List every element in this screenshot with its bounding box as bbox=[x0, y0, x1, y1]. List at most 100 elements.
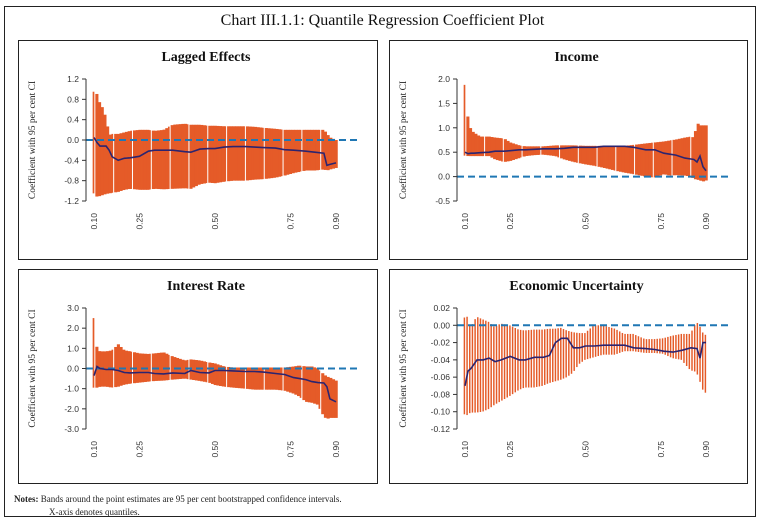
ci-band-bar bbox=[116, 344, 120, 387]
y-tick-label: 2.0 bbox=[67, 323, 79, 333]
ci-band-bar bbox=[490, 324, 492, 408]
ci-band-bar bbox=[487, 136, 491, 157]
ci-band-bar bbox=[210, 125, 215, 183]
ci-band-bar bbox=[278, 129, 282, 177]
ci-band-bar bbox=[533, 329, 535, 388]
ci-band-bar bbox=[602, 145, 606, 168]
ci-band-bar bbox=[704, 334, 707, 393]
chart-svg: Lagged Effects Coefficient with 95 per ce… bbox=[27, 50, 361, 230]
ci-band-bar bbox=[176, 124, 180, 189]
ci-band-bar bbox=[278, 367, 282, 391]
ci-band-bar bbox=[103, 114, 107, 195]
chart-title: Chart III.1.1: Quantile Regression Coeff… bbox=[220, 12, 545, 29]
y-tick-label: -0.10 bbox=[431, 407, 451, 417]
ci-band-bar bbox=[138, 129, 142, 190]
y-tick-label: -2.0 bbox=[64, 404, 79, 414]
ci-band-bar bbox=[485, 320, 487, 411]
ci-band-bar bbox=[573, 332, 575, 371]
ci-band-bar bbox=[313, 367, 317, 404]
ci-band-bar bbox=[205, 125, 208, 184]
ci-band-bar bbox=[495, 325, 498, 404]
ci-band-bar bbox=[237, 126, 241, 181]
ci-band-bar bbox=[573, 145, 577, 163]
ci-band-bar bbox=[189, 359, 193, 380]
ci-band-bar bbox=[656, 142, 660, 177]
y-tick-label: 0.02 bbox=[433, 303, 450, 313]
ci-band-bar bbox=[256, 127, 260, 180]
y-tick-label: 2.0 bbox=[438, 74, 450, 84]
ci-band-bar bbox=[519, 145, 522, 158]
ci-band-bar bbox=[560, 145, 564, 159]
ci-band-bar bbox=[632, 333, 634, 352]
ci-band-bar bbox=[130, 130, 132, 189]
ci-band-bar bbox=[270, 367, 274, 390]
y-tick-label: 1.5 bbox=[438, 98, 450, 108]
ci-band-bar bbox=[691, 330, 693, 371]
ci-band-bar bbox=[170, 356, 174, 380]
ci-band-bar bbox=[224, 126, 227, 182]
ci-band-bar bbox=[243, 367, 245, 389]
ci-band-bar bbox=[321, 129, 325, 170]
ci-band-bar bbox=[501, 138, 503, 162]
ci-band-bar bbox=[256, 367, 260, 390]
y-tick-label: 0.00 bbox=[433, 320, 450, 330]
y-tick-label: -0.12 bbox=[431, 424, 451, 434]
ci-band-bar bbox=[656, 338, 658, 354]
ci-band-bar bbox=[597, 145, 601, 167]
ci-band-bar bbox=[98, 102, 102, 197]
ci-band-bar bbox=[469, 128, 473, 157]
panel-title: Interest Rate bbox=[167, 279, 245, 294]
ci-band-bar bbox=[248, 126, 252, 181]
ci-band-bar bbox=[280, 129, 283, 177]
ci-band-bar bbox=[291, 366, 295, 394]
y-axis-label: Coefficient with 95 per cent CI bbox=[27, 81, 38, 199]
ci-band-bar bbox=[286, 367, 290, 392]
y-tick-label: 1.2 bbox=[67, 74, 79, 84]
point-estimate-line bbox=[464, 145, 707, 172]
ci-band-bar bbox=[546, 145, 550, 156]
ci-band-bar bbox=[229, 367, 233, 388]
x-tick-label: 0.75 bbox=[656, 441, 666, 458]
ci-band-bar bbox=[629, 145, 633, 174]
ci-band-bar bbox=[594, 325, 597, 357]
y-tick-label: -0.08 bbox=[431, 389, 451, 399]
ci-band-bar bbox=[181, 123, 185, 189]
ci-band-bar bbox=[659, 338, 661, 354]
y-tick-label: 3.0 bbox=[67, 303, 79, 313]
ci-band-bar bbox=[272, 367, 276, 390]
x-tick-label: 0.50 bbox=[581, 441, 591, 458]
ci-band-bar bbox=[299, 365, 302, 398]
ci-band-bar bbox=[493, 326, 495, 406]
ci-band-bar bbox=[141, 129, 145, 190]
ci-band-bar bbox=[640, 337, 642, 353]
ci-band-bar bbox=[533, 146, 537, 156]
ci-band-bar bbox=[624, 145, 628, 173]
ci-band-bar bbox=[192, 359, 196, 381]
ci-band-bar bbox=[135, 130, 139, 190]
ci-band-bar bbox=[135, 352, 139, 383]
ci-band-bar bbox=[329, 377, 333, 418]
ci-band-bar bbox=[326, 135, 330, 171]
ci-band-bar bbox=[688, 136, 691, 177]
ci-band-bar bbox=[197, 360, 201, 381]
ci-band-bar bbox=[535, 146, 540, 155]
ci-band-bar bbox=[286, 129, 290, 175]
ci-band-bar bbox=[643, 338, 645, 353]
ci-band-bar bbox=[549, 145, 553, 156]
ci-band-bar bbox=[498, 138, 502, 161]
ci-band-bar bbox=[165, 128, 169, 190]
ci-band-bar bbox=[672, 335, 675, 359]
x-tick-label: 0.90 bbox=[701, 213, 711, 230]
ci-band-bar bbox=[632, 144, 635, 175]
x-tick-label: 0.25 bbox=[505, 441, 515, 458]
y-tick-label: -0.02 bbox=[431, 338, 451, 348]
x-tick-label: 0.50 bbox=[210, 213, 220, 230]
x-tick-label: 0.50 bbox=[210, 441, 220, 458]
ci-band-bar bbox=[159, 352, 163, 381]
ci-band-bar bbox=[568, 331, 570, 376]
ci-band-bar bbox=[485, 136, 489, 157]
ci-band-bar bbox=[586, 145, 590, 165]
ci-band-bar bbox=[554, 145, 558, 157]
ci-band-bar bbox=[511, 143, 515, 161]
ci-band-bar bbox=[653, 142, 657, 178]
